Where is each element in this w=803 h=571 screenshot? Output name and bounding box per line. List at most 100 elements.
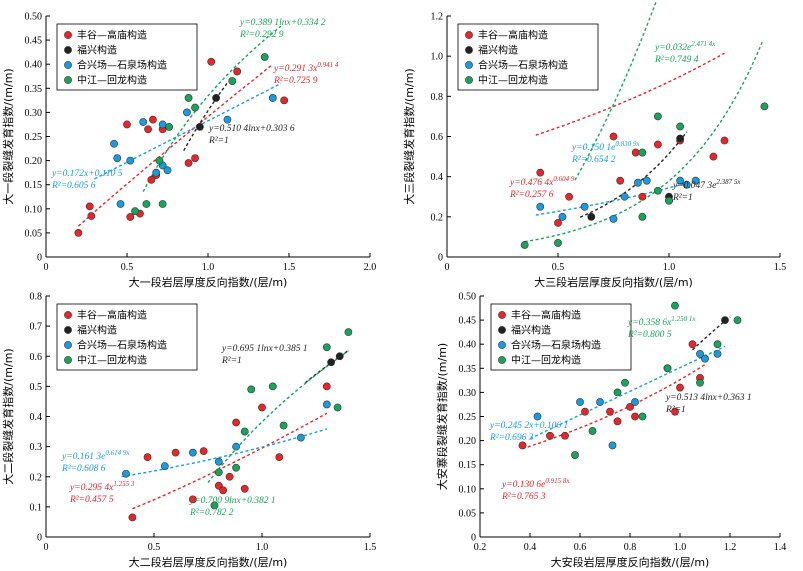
data-point: [184, 94, 193, 102]
trend-line: [522, 364, 706, 450]
data-point: [520, 241, 529, 249]
data-point: [322, 400, 331, 409]
data-point: [113, 154, 122, 163]
trend-line: [579, 131, 688, 218]
legend-box: [490, 303, 632, 371]
data-point: [149, 115, 157, 124]
annotation-part: R²=1: [672, 193, 693, 203]
y-axis-title: 大三段裂缝发育指数/(m/m): [402, 68, 416, 204]
data-point: [240, 427, 249, 436]
x-tick-label: 1.0: [256, 542, 269, 553]
y-tick-label: 0.25: [459, 412, 477, 423]
fit-equation: y=0.700 9lnx+0.382 1: [189, 496, 276, 506]
legend-marker: [64, 31, 72, 39]
annotation-part: y=0.476 4x: [509, 178, 554, 188]
annotation-part: y=0.291 3x: [273, 64, 318, 74]
x-tick-label: 1.5: [774, 262, 787, 273]
data-point: [676, 176, 684, 185]
annotation-part: R²=0.765 3: [501, 492, 546, 502]
data-point: [225, 472, 234, 481]
trend-line: [142, 25, 282, 193]
fit-equation: R²=0.782 2: [189, 508, 234, 518]
y-axis-title: 大一段裂缝发育指数/(m/m): [1, 68, 15, 204]
legend-label: 中江—回龙构造: [511, 354, 581, 367]
data-point: [518, 441, 527, 450]
data-point: [147, 175, 156, 184]
legend-box: [56, 23, 198, 91]
data-point: [691, 176, 700, 185]
data-point: [322, 343, 331, 352]
y-tick-label: 0.45: [459, 316, 477, 327]
trend-line: [77, 63, 274, 227]
legend-marker: [498, 326, 506, 334]
data-point: [223, 115, 232, 124]
data-point: [74, 228, 83, 237]
data-point: [188, 495, 197, 504]
trend-line: [94, 82, 282, 180]
annotation-superscript: 2.387 5x: [716, 178, 741, 186]
annotation-part: R²=0.800 5: [627, 330, 672, 340]
annotation-part: R²=0.782 2: [189, 508, 234, 518]
x-tick-label: 0.8: [624, 542, 637, 553]
annotation-part: R²=0.608 6: [61, 464, 106, 474]
y-tick-label: 0.45: [25, 36, 43, 47]
legend-marker: [64, 76, 72, 84]
y-tick-label: 0.7: [30, 322, 43, 333]
y-tick-label: 0.4: [30, 412, 43, 423]
annotation-part: y=0.161 3e: [61, 452, 105, 462]
data-point: [110, 139, 118, 148]
fit-equation: y=0.291 3x0.941 4: [273, 61, 339, 74]
data-point: [696, 349, 704, 358]
annotation-superscript: 1.255 3: [113, 480, 135, 488]
data-point: [280, 96, 289, 105]
data-point: [676, 134, 684, 143]
x-tick-label: 0.6: [574, 542, 587, 553]
annotation-part: y=0.150 1e: [571, 143, 615, 153]
data-point: [608, 441, 617, 450]
fit-equation: R²=0.292 9: [239, 30, 284, 40]
legend-label: 中江—回龙构造: [77, 74, 147, 87]
data-point: [228, 77, 237, 85]
fit-equation: y=0.358 6x1.250 1x: [627, 315, 696, 328]
data-point: [663, 364, 672, 373]
y-tick-label: 0: [37, 253, 42, 264]
legend-marker: [498, 311, 506, 319]
data-point: [233, 67, 242, 76]
annotation-superscript: 0.604 9: [553, 175, 575, 183]
annotation-part: R²=0.457 5: [69, 495, 114, 505]
annotation-superscript: 0.830 9x: [615, 140, 640, 148]
y-tick-label: 0.05: [459, 508, 477, 519]
trend-line: [121, 428, 328, 478]
legend-marker: [64, 311, 72, 319]
legend-marker: [465, 46, 473, 54]
data-point: [554, 218, 562, 227]
annotation-part: R²=0.605 6: [51, 181, 96, 191]
y-tick-label: 0.3: [30, 442, 43, 453]
x-tick-label: 1.0: [202, 262, 215, 273]
data-point: [214, 457, 223, 466]
data-point: [258, 403, 266, 412]
data-point: [565, 192, 573, 201]
data-point: [214, 468, 223, 477]
fit-equation: y=0.150 1e0.830 9x: [571, 140, 640, 153]
x-tick-label: 0: [44, 542, 49, 553]
y-tick-label: 0.50: [459, 292, 477, 303]
fit-equation: y=0.161 3e0.614 9x: [61, 449, 130, 462]
legend-box: [56, 303, 198, 371]
data-point: [344, 328, 353, 337]
data-point: [87, 212, 96, 220]
y-tick-label: 0.50: [25, 12, 43, 23]
x-tick-label: 1.5: [364, 542, 377, 553]
data-point: [581, 407, 589, 416]
fit-equation: R²=0.257 6: [509, 190, 554, 200]
y-axis-title: 大二段裂缝发育指数/(m/m): [1, 348, 15, 484]
annotation-part: R²=1: [221, 356, 242, 366]
x-tick-label: 2.0: [364, 262, 377, 273]
fit-equation: R²=0.765 3: [501, 492, 546, 502]
fit-equation: R²=0.457 5: [69, 495, 114, 505]
data-point: [638, 148, 647, 157]
data-point: [676, 122, 684, 131]
annotation-superscript: 1.250 1x: [671, 315, 696, 323]
y-tick-label: 0.8: [30, 292, 43, 303]
